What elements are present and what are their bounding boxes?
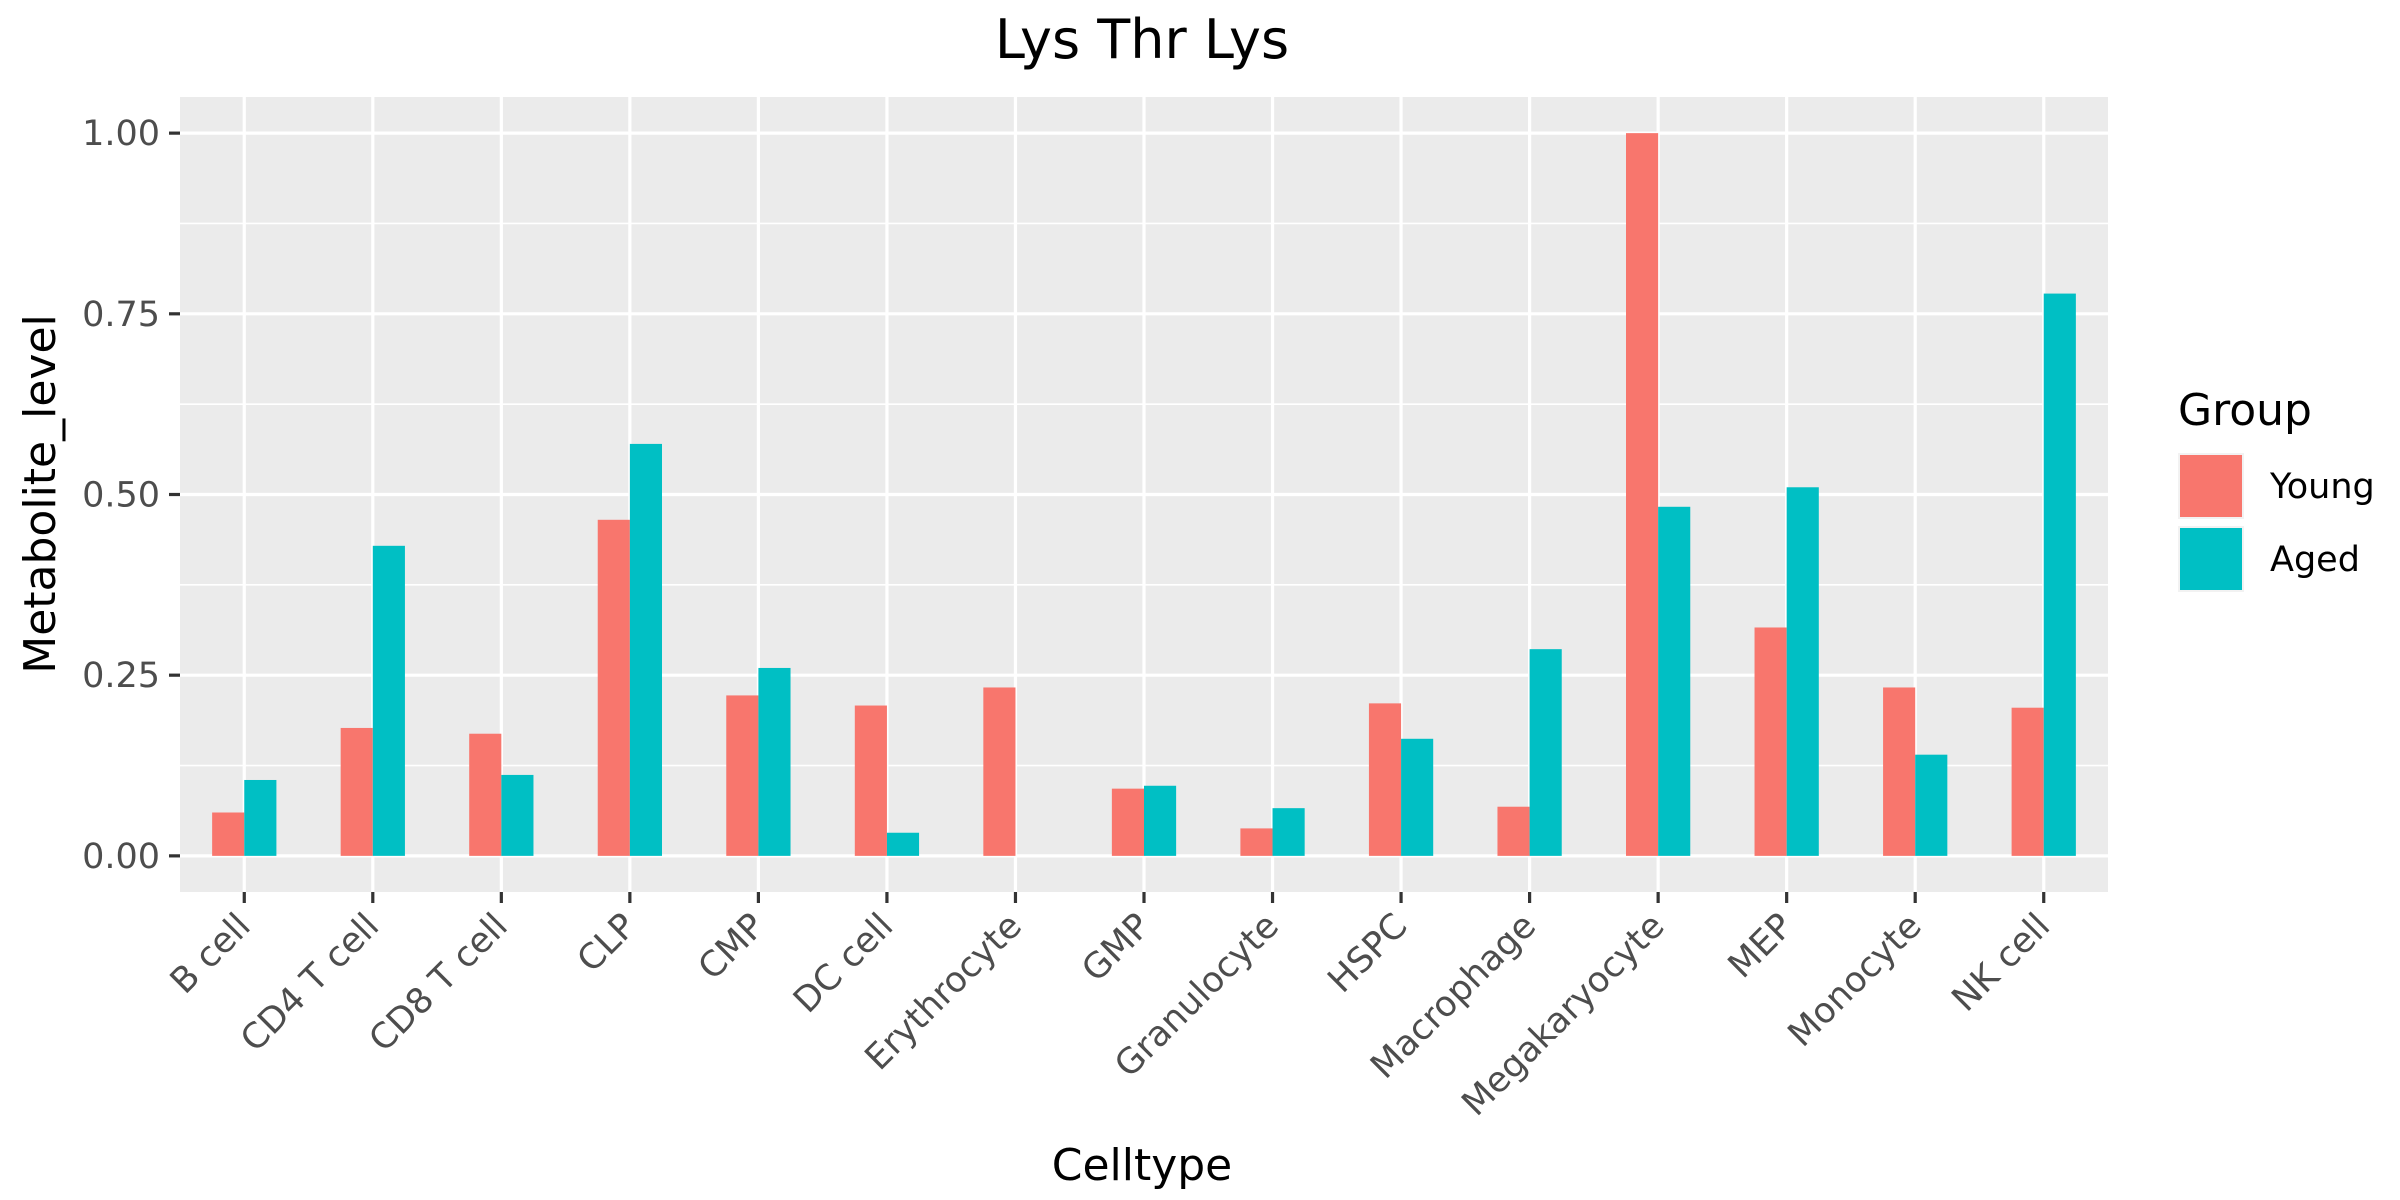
bar-young-monocyte [1883, 687, 1916, 856]
x-tick-label: MEP [1721, 906, 1801, 986]
bar-young-nk-cell [2011, 707, 2044, 856]
x-tick-label: CLP [570, 906, 644, 980]
x-tick-label: Monocyte [1781, 906, 1930, 1055]
x-tick-label: CMP [691, 906, 773, 988]
legend-title: Group [2178, 385, 2312, 436]
bar-aged-monocyte [1915, 754, 1948, 856]
bar-young-mep [1754, 627, 1787, 856]
chart-title: Lys Thr Lys [995, 8, 1289, 71]
bar-aged-cd8-t-cell [501, 774, 534, 856]
x-tick-label: NK cell [1945, 906, 2058, 1019]
x-axis-title: Celltype [1052, 1140, 1233, 1191]
legend: Group Young Aged [2178, 385, 2375, 592]
bar-young-erythrocyte [983, 687, 1016, 856]
bar-aged-cmp [758, 667, 791, 856]
y-tick-label: 0.25 [82, 656, 160, 696]
bar-young-b-cell [212, 812, 245, 856]
legend-key-aged [2180, 528, 2242, 590]
bar-young-dc-cell [854, 705, 887, 856]
bar-young-granulocyte [1240, 828, 1273, 856]
bar-aged-gmp [1144, 785, 1177, 856]
bar-aged-hspc [1401, 738, 1434, 856]
bar-aged-mep [1786, 487, 1819, 856]
bar-aged-macrophage [1529, 649, 1562, 856]
legend-label-aged: Aged [2270, 540, 2360, 580]
x-tick-label: CD4 T cell [233, 906, 387, 1060]
legend-label-young: Young [2269, 467, 2375, 507]
bar-aged-dc-cell [886, 832, 920, 856]
legend-key-young [2180, 455, 2242, 517]
bar-aged-megakaryocyte [1658, 506, 1691, 856]
bar-young-cmp [726, 695, 759, 856]
y-axis-title: Metabolite_level [15, 314, 66, 674]
x-tick-label: DC cell [786, 906, 901, 1021]
bar-aged-clp [629, 443, 662, 856]
x-tick-label: HSPC [1321, 906, 1416, 1001]
x-tick-label: GMP [1075, 906, 1159, 990]
bar-aged-nk-cell [2043, 293, 2076, 856]
x-tick-label: B cell [163, 906, 259, 1002]
bar-young-gmp [1111, 788, 1144, 856]
y-tick-label: 0.50 [82, 476, 160, 516]
bar-young-macrophage [1497, 806, 1530, 856]
bar-young-hspc [1368, 703, 1402, 856]
bar-aged-cd4-t-cell [372, 545, 405, 856]
x-tick-label: CD8 T cell [362, 906, 516, 1060]
bar-young-clp [597, 519, 630, 856]
bars [212, 133, 2076, 856]
bar-young-megakaryocyte [1626, 133, 1659, 856]
y-tick-label: 1.00 [82, 114, 160, 154]
y-tick-label: 0.75 [82, 295, 160, 335]
bar-young-cd4-t-cell [340, 727, 373, 856]
bar-aged-granulocyte [1272, 808, 1305, 856]
bar-young-cd8-t-cell [469, 733, 502, 856]
y-tick-label: 0.00 [82, 837, 160, 877]
bar-aged-b-cell [244, 779, 277, 856]
